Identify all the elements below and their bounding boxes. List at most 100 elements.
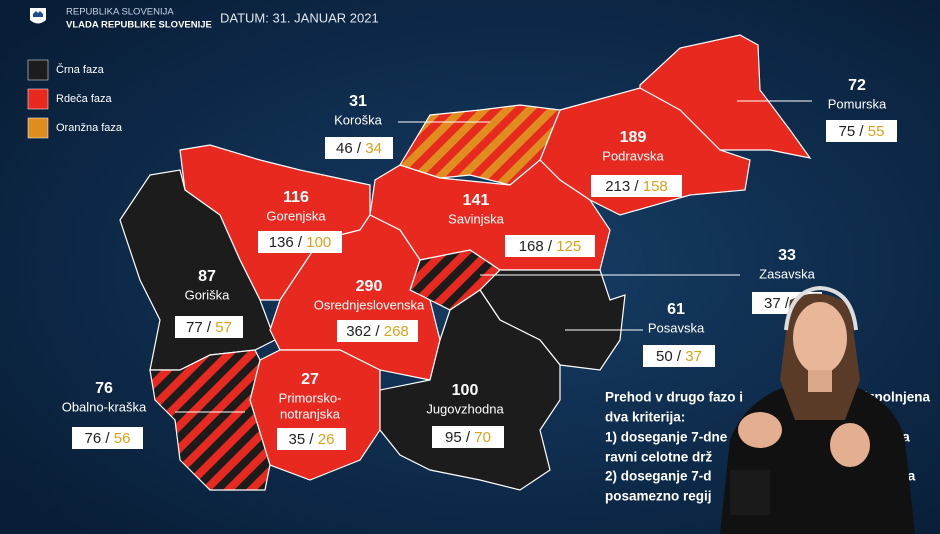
value-b: 55 xyxy=(868,123,885,140)
region-name: Primorsko- xyxy=(279,390,342,405)
separator: / xyxy=(634,178,639,195)
region-name: Osrednjeslovenska xyxy=(314,297,425,312)
note-text: Prehod v drugo fazo i xyxy=(605,390,743,405)
value-box xyxy=(325,137,393,159)
region-name: Jugovzhodna xyxy=(426,401,504,416)
value-a: 95 xyxy=(445,429,462,446)
legend-label: Črna faza xyxy=(56,63,105,76)
person-arm xyxy=(730,470,770,515)
value-b: 100 xyxy=(306,234,331,251)
note-text: dva kriterija: xyxy=(605,410,685,425)
value-b: 26 xyxy=(318,431,335,448)
legend-label: Rdeča faza xyxy=(56,93,113,105)
region-value: 189 xyxy=(620,129,647,146)
value-pair: 75 / 55 xyxy=(839,123,885,140)
value-pair: 95 / 70 xyxy=(445,429,491,446)
legend-swatch xyxy=(27,59,49,81)
separator: / xyxy=(548,238,553,255)
value-box xyxy=(175,316,243,338)
legend-swatch xyxy=(27,117,49,139)
person-neck xyxy=(808,370,832,392)
note-text: 2) doseganje 7-d xyxy=(605,469,712,484)
region xyxy=(149,349,271,491)
value-a: 76 xyxy=(85,430,102,447)
region-value: 87 xyxy=(198,268,216,285)
separator: / xyxy=(375,323,380,340)
value-box xyxy=(591,175,682,197)
person-hand xyxy=(830,423,870,467)
value-b: 268 xyxy=(384,323,409,340)
note: Prehod v drugo fazo i izpolnjena dva krite… xyxy=(605,390,930,504)
value-b: 57 xyxy=(215,319,232,336)
value-b: 34 xyxy=(365,140,382,157)
value-box xyxy=(337,320,418,342)
map xyxy=(119,34,812,491)
region-value: 61 xyxy=(667,301,685,318)
region-name: Zasavska xyxy=(759,266,815,281)
region-value: 290 xyxy=(356,278,383,295)
value-b: 158 xyxy=(643,178,668,195)
value-b: 125 xyxy=(556,238,581,255)
labels: 72 Pomurska 75 / 55 189 Podravska 213 / 158 31… xyxy=(62,77,897,450)
headset xyxy=(784,285,858,331)
header-org: VLADA REPUBLIKE SLOVENIJE xyxy=(66,20,212,31)
value-pair: 77 / 57 xyxy=(186,319,232,336)
region-value: 33 xyxy=(778,247,796,264)
value-a: 168 xyxy=(519,238,544,255)
value-b: 37 xyxy=(685,348,702,365)
legend-swatch xyxy=(27,88,49,110)
logo-mark xyxy=(33,11,43,17)
value-box xyxy=(258,231,342,253)
separator: / xyxy=(357,140,362,157)
value-pair: 35 / 26 xyxy=(289,431,335,448)
region-value: 116 xyxy=(283,189,309,206)
region-name: Posavska xyxy=(648,320,705,335)
value-pair: 50 / 37 xyxy=(656,348,702,365)
region-name: notranjska xyxy=(280,406,341,421)
note-text: 1) doseganje 7-dne xyxy=(605,430,728,445)
region-value: 100 xyxy=(452,382,479,399)
separator: / xyxy=(298,234,303,251)
separator: / xyxy=(677,348,682,365)
value-a: 46 xyxy=(336,140,353,157)
region-value: 141 xyxy=(463,192,490,209)
value-a: 75 xyxy=(839,123,856,140)
separator: / xyxy=(859,123,864,140)
header-org: REPUBLIKA SLOVENIJA xyxy=(66,7,174,18)
value-box xyxy=(72,427,143,449)
region-name: Obalno-kraška xyxy=(62,399,147,414)
legend-label: Oranžna faza xyxy=(56,122,123,134)
value-a: 362 xyxy=(346,323,371,340)
value-a: 37 xyxy=(764,295,781,312)
value-b: 56 xyxy=(114,430,131,447)
value-b: 70 xyxy=(474,429,491,446)
value-pair: 76 / 56 xyxy=(85,430,131,447)
value-pair: 136 / 100 xyxy=(269,234,332,251)
person-hand xyxy=(738,412,782,448)
value-a: 136 xyxy=(269,234,294,251)
region xyxy=(399,104,561,186)
region-value: 72 xyxy=(848,77,866,94)
separator: / xyxy=(466,429,471,446)
region-name: Goriška xyxy=(185,287,231,302)
region-value: 27 xyxy=(301,371,319,388)
region-name: Koroška xyxy=(334,112,382,127)
value-a: 35 xyxy=(289,431,306,448)
note-text: izpolnjena xyxy=(864,390,930,405)
header-date: DATUM: 31. JANUAR 2021 xyxy=(220,10,379,25)
region-name: Pomurska xyxy=(828,96,887,111)
value-pair: 168 / 125 xyxy=(519,238,582,255)
region-name: Savinjska xyxy=(448,211,504,226)
separator: / xyxy=(785,295,790,312)
separator: / xyxy=(105,430,110,447)
value-box xyxy=(505,235,595,257)
region xyxy=(379,289,561,491)
region-value: 76 xyxy=(95,380,113,397)
region-name: Podravska xyxy=(602,148,664,163)
note-text: posamezno regij xyxy=(605,489,712,504)
value-a: 77 xyxy=(186,319,203,336)
value-pair: 362 / 268 xyxy=(346,323,409,340)
separator: / xyxy=(207,319,212,336)
